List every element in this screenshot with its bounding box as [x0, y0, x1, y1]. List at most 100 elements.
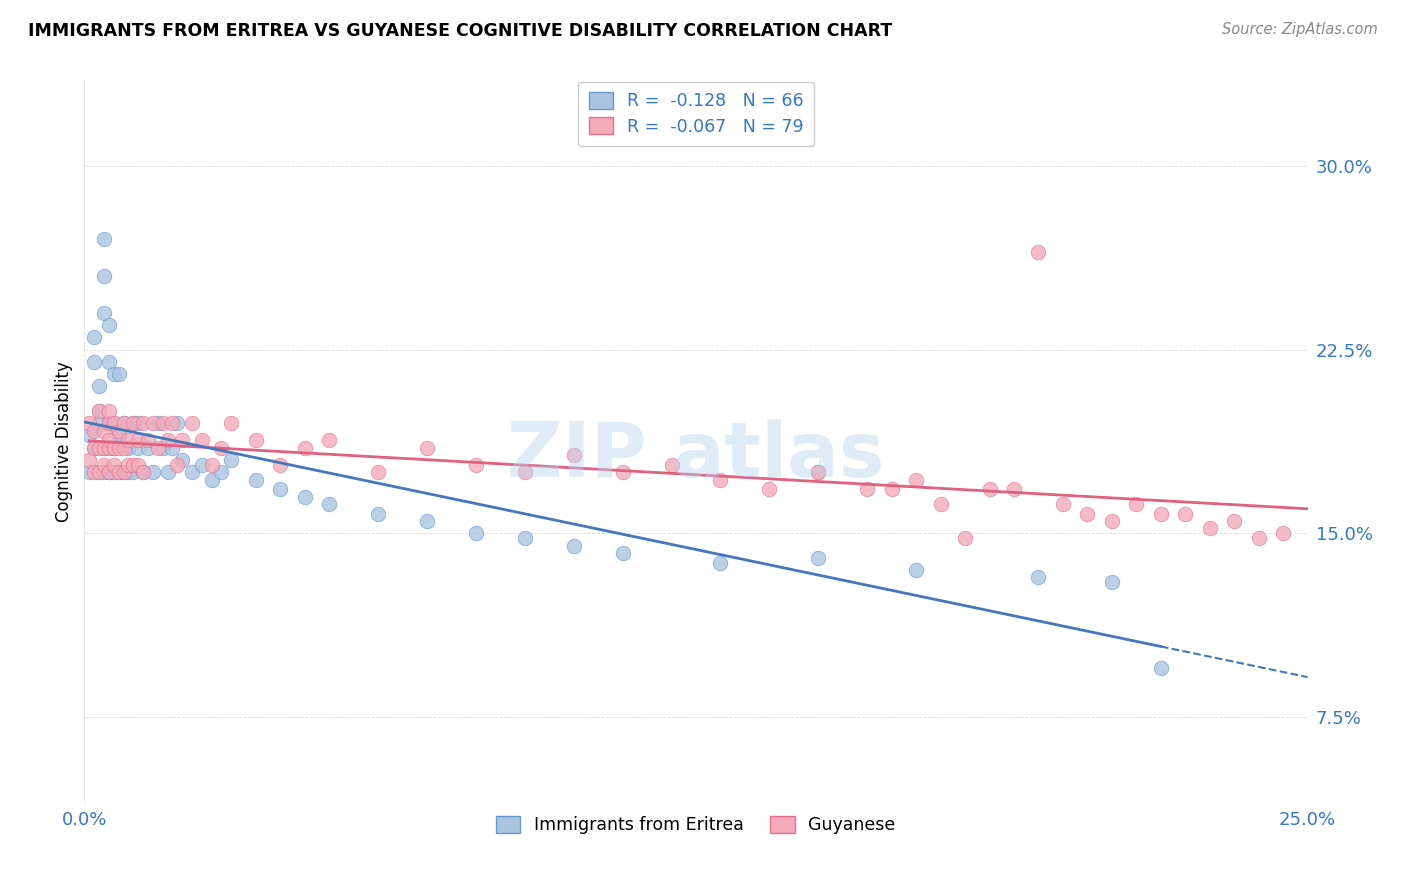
Point — [464, 458, 486, 472]
Point — [97, 434, 120, 448]
Point — [132, 465, 155, 479]
Point — [83, 355, 105, 369]
Point — [905, 563, 928, 577]
Point — [122, 458, 145, 472]
Y-axis label: Cognitive Disability: Cognitive Disability — [55, 361, 73, 522]
Point — [97, 318, 120, 333]
Point — [97, 465, 120, 479]
Point — [127, 434, 149, 448]
Point — [807, 550, 830, 565]
Text: ZIP atlas: ZIP atlas — [508, 419, 884, 493]
Point — [929, 497, 952, 511]
Point — [245, 473, 267, 487]
Point — [93, 465, 115, 479]
Point — [97, 441, 120, 455]
Point — [77, 465, 100, 479]
Point — [97, 416, 120, 430]
Point — [146, 441, 169, 455]
Point — [117, 434, 139, 448]
Text: IMMIGRANTS FROM ERITREA VS GUYANESE COGNITIVE DISABILITY CORRELATION CHART: IMMIGRANTS FROM ERITREA VS GUYANESE COGN… — [28, 22, 893, 40]
Point — [87, 379, 110, 393]
Point — [245, 434, 267, 448]
Point — [1247, 531, 1270, 545]
Point — [103, 367, 125, 381]
Point — [1076, 507, 1098, 521]
Point — [1101, 575, 1123, 590]
Point — [127, 416, 149, 430]
Point — [1101, 514, 1123, 528]
Point — [979, 483, 1001, 497]
Point — [269, 483, 291, 497]
Point — [1198, 521, 1220, 535]
Point — [87, 465, 110, 479]
Point — [156, 434, 179, 448]
Point — [513, 465, 536, 479]
Point — [219, 453, 242, 467]
Point — [83, 441, 105, 455]
Point — [166, 416, 188, 430]
Point — [127, 441, 149, 455]
Point — [136, 434, 159, 448]
Point — [107, 428, 129, 442]
Point — [152, 441, 174, 455]
Point — [709, 473, 731, 487]
Point — [112, 465, 135, 479]
Point — [562, 539, 585, 553]
Point — [97, 355, 120, 369]
Point — [367, 507, 389, 521]
Point — [209, 465, 232, 479]
Point — [162, 416, 184, 430]
Point — [87, 404, 110, 418]
Point — [1150, 507, 1173, 521]
Point — [181, 465, 204, 479]
Legend: Immigrants from Eritrea, Guyanese: Immigrants from Eritrea, Guyanese — [486, 805, 905, 845]
Point — [122, 416, 145, 430]
Point — [562, 448, 585, 462]
Point — [93, 232, 115, 246]
Point — [200, 473, 222, 487]
Point — [103, 441, 125, 455]
Point — [77, 428, 100, 442]
Point — [107, 465, 129, 479]
Point — [97, 441, 120, 455]
Point — [97, 416, 120, 430]
Point — [269, 458, 291, 472]
Point — [416, 441, 439, 455]
Point — [181, 416, 204, 430]
Point — [856, 483, 879, 497]
Point — [97, 404, 120, 418]
Point — [103, 416, 125, 430]
Point — [612, 465, 634, 479]
Point — [87, 441, 110, 455]
Point — [1174, 507, 1197, 521]
Point — [107, 441, 129, 455]
Point — [807, 465, 830, 479]
Point — [83, 441, 105, 455]
Point — [77, 416, 100, 430]
Point — [97, 465, 120, 479]
Point — [953, 531, 976, 545]
Point — [146, 416, 169, 430]
Point — [152, 416, 174, 430]
Point — [112, 416, 135, 430]
Point — [103, 458, 125, 472]
Point — [142, 416, 165, 430]
Point — [367, 465, 389, 479]
Point — [93, 306, 115, 320]
Point — [200, 458, 222, 472]
Point — [83, 465, 105, 479]
Point — [107, 367, 129, 381]
Point — [1028, 570, 1050, 584]
Point — [1052, 497, 1074, 511]
Point — [83, 424, 105, 438]
Point — [464, 526, 486, 541]
Point — [142, 465, 165, 479]
Point — [93, 424, 115, 438]
Point — [709, 556, 731, 570]
Point — [318, 497, 340, 511]
Point — [191, 458, 214, 472]
Point — [172, 434, 194, 448]
Point — [132, 416, 155, 430]
Point — [880, 483, 903, 497]
Point — [807, 465, 830, 479]
